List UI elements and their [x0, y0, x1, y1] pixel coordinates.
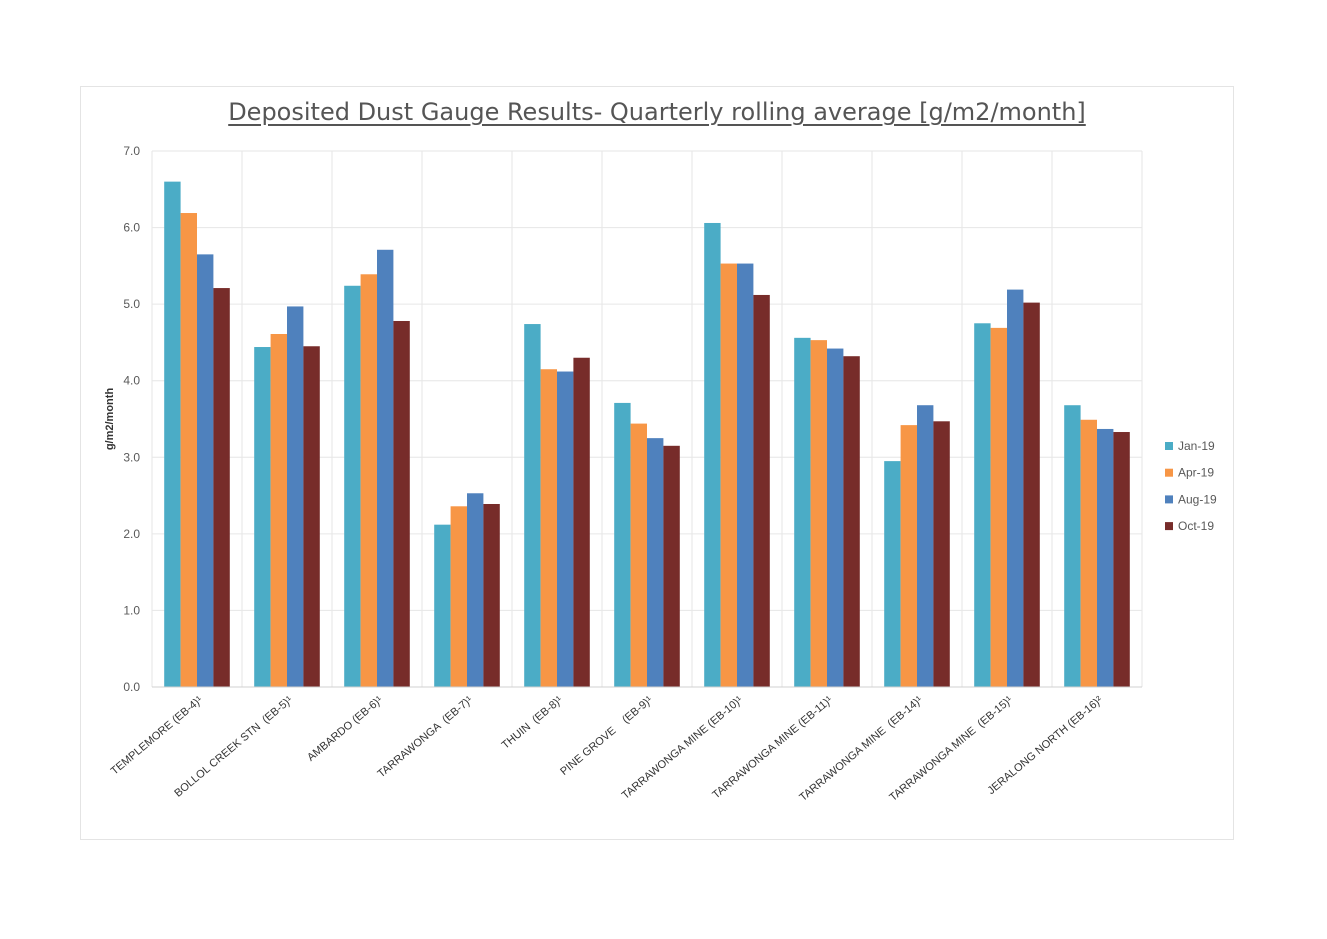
- bar: [990, 327, 1007, 687]
- bar: [197, 254, 214, 687]
- bar: [360, 274, 377, 687]
- bar: [884, 461, 901, 687]
- bar: [344, 285, 361, 687]
- bar: [467, 493, 484, 687]
- bar: [303, 346, 320, 687]
- x-tick-label: PINE GROVE (EB-9)¹: [558, 694, 655, 778]
- bar: [254, 347, 271, 687]
- bar: [434, 524, 451, 687]
- bar: [1080, 419, 1097, 687]
- bar: [450, 506, 467, 687]
- bar: [540, 369, 557, 687]
- bar: [614, 402, 631, 687]
- bar: [704, 222, 721, 687]
- bar: [917, 405, 934, 687]
- bar: [647, 438, 664, 687]
- y-tick-label: 0.0: [123, 680, 140, 694]
- x-tick-label: TARRAWONGA (EB-7)¹: [375, 694, 475, 780]
- bar: [213, 288, 230, 687]
- bar: [483, 503, 500, 687]
- bars: [164, 181, 1130, 687]
- bar: [737, 263, 754, 687]
- bar: [753, 294, 770, 687]
- y-tick-label: 7.0: [123, 144, 140, 158]
- y-tick-label: 2.0: [123, 527, 140, 541]
- bar: [843, 356, 860, 687]
- bar: [377, 249, 394, 687]
- bar: [393, 320, 410, 687]
- bar: [557, 371, 574, 687]
- x-tick-label: TEMPLEMORE (EB-4)¹: [109, 694, 205, 778]
- bar: [180, 213, 197, 687]
- bar: [810, 340, 827, 687]
- y-tick-label: 5.0: [123, 297, 140, 311]
- legend-swatch: [1165, 442, 1173, 450]
- y-tick-label: 1.0: [123, 603, 140, 617]
- bar: [827, 348, 844, 687]
- legend-swatch: [1165, 522, 1173, 531]
- bar: [974, 323, 991, 687]
- bar: [663, 445, 680, 687]
- bar: [1113, 432, 1130, 687]
- legend-label: Jan-19: [1178, 439, 1215, 453]
- bar: [933, 421, 950, 687]
- legend-label: Oct-19: [1178, 519, 1214, 533]
- y-tick-label: 6.0: [123, 221, 140, 235]
- bar: [287, 306, 304, 687]
- bar: [270, 334, 287, 687]
- x-tick-label: THUIN (EB-8)¹: [500, 694, 566, 752]
- bar: [1023, 302, 1040, 687]
- x-tick-label: AMBARDO (EB-6)¹: [305, 694, 385, 764]
- bar: [1064, 405, 1081, 687]
- bar: [720, 263, 737, 687]
- legend-swatch: [1165, 468, 1173, 477]
- legend: Jan-19 Apr-19 Aug-19 Oct-19: [1165, 439, 1217, 533]
- legend-swatch: [1165, 495, 1173, 504]
- y-tick-label: 3.0: [123, 450, 140, 464]
- chart-title: Deposited Dust Gauge Results- Quarterly …: [228, 98, 1086, 126]
- bar: [630, 423, 647, 687]
- bar: [794, 337, 811, 687]
- y-axis-label: g/m2/month: [104, 388, 116, 451]
- legend-label: Aug-19: [1178, 492, 1217, 506]
- bar: [164, 181, 181, 687]
- bar: [900, 425, 917, 687]
- bar: [573, 357, 590, 687]
- bar: [524, 324, 541, 687]
- legend-label: Apr-19: [1178, 466, 1214, 480]
- y-axis: 0.0 1.0 2.0 3.0 4.0 5.0 6.0 7.0: [123, 144, 140, 694]
- bar: [1007, 289, 1024, 687]
- bar: [1097, 428, 1114, 687]
- y-tick-label: 4.0: [123, 374, 140, 388]
